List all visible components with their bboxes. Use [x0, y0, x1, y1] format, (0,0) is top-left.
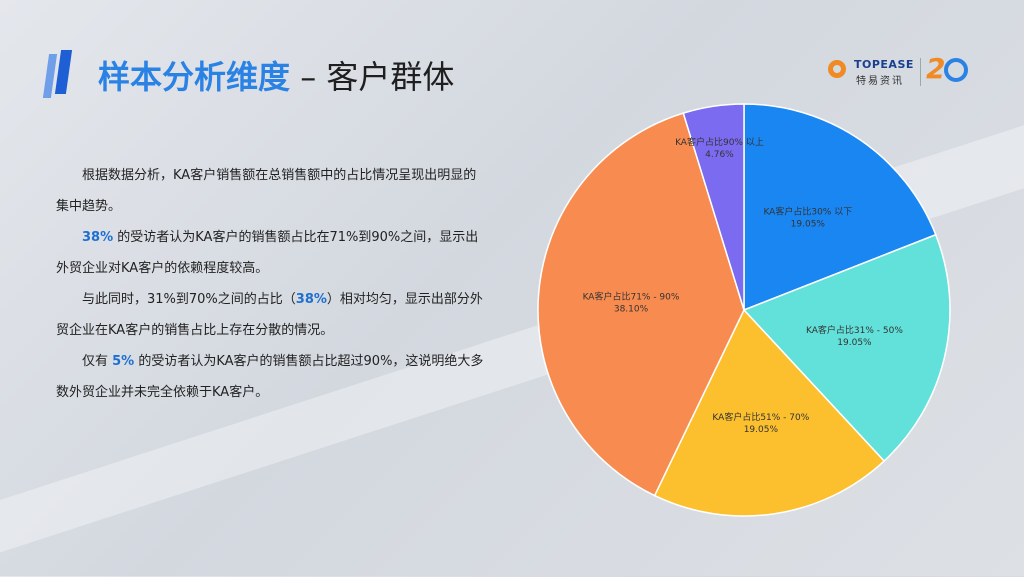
- pie-chart: KA客户占比30% 以下 19.05% KA客户占比31% - 50% 19.05% K…: [537, 103, 951, 517]
- slice-label: KA客户占比71% - 90%: [583, 291, 680, 303]
- paragraph-text: 仅有: [82, 354, 113, 369]
- slice-value-label: 38.10%: [614, 305, 649, 315]
- pie-slice: [537, 112, 745, 497]
- title-accent-bar: [42, 50, 73, 98]
- logo-brand: TOPEASE: [854, 58, 914, 71]
- paragraph: 仅有 5% 的受访者认为KA客户的销售额占比超过90%，这说明绝大多数外贸企业并…: [56, 346, 486, 408]
- paragraph-text: 的受访者认为KA客户的销售额占比在71%到90%之间，显示出外贸企业对KA客户的…: [56, 230, 479, 276]
- highlight-percentage: 5%: [112, 354, 135, 369]
- title-rest-text: – 客户群体: [290, 58, 455, 96]
- logo-anniversary: 2: [926, 52, 946, 85]
- slice-value-label: 4.76%: [705, 150, 734, 160]
- paragraph: 与此同时，31%到70%之间的占比（38%）相对均匀，显示出部分外贸企业在KA客…: [56, 284, 486, 346]
- paragraph: 38% 的受访者认为KA客户的销售额占比在71%到90%之间，显示出外贸企业对K…: [56, 222, 486, 284]
- pie-slice: [743, 103, 937, 312]
- paragraph-text: 与此同时，31%到70%之间的占比（: [82, 292, 296, 307]
- pie-slice: [653, 308, 886, 517]
- highlight-percentage: 38%: [82, 230, 114, 245]
- slice-value-label: 19.05%: [837, 338, 872, 348]
- slice-value-label: 19.05%: [744, 425, 779, 435]
- paragraph: 根据数据分析，KA客户销售额在总销售额中的占比情况呈现出明显的集中趋势。: [56, 160, 486, 222]
- logo-brand-cn: 特易资讯: [856, 76, 904, 87]
- analysis-text: 根据数据分析，KA客户销售额在总销售额中的占比情况呈现出明显的集中趋势。 38% …: [56, 160, 486, 408]
- company-logo: TOPEASE 特易资讯 2: [826, 52, 976, 90]
- slice-label: KA客户占比51% - 70%: [712, 411, 809, 423]
- pie-slice: [682, 103, 745, 311]
- title-accent-text: 样本分析维度: [98, 58, 291, 96]
- page-title: 样本分析维度 – 客户群体: [98, 52, 454, 98]
- logo-ring-icon: [828, 60, 846, 78]
- slice-label: KA客户占比90% 以上: [675, 136, 764, 148]
- slice-value-label: 19.05%: [791, 219, 826, 229]
- highlight-percentage: 38%: [295, 292, 327, 307]
- slice-label: KA客户占比30% 以下: [763, 205, 852, 217]
- pie-slice: [742, 233, 951, 463]
- logo-anniversary-ring-icon: [944, 58, 968, 82]
- paragraph-text: 的受访者认为KA客户的销售额占比超过90%，这说明绝大多数外贸企业并未完全依赖于…: [56, 354, 484, 400]
- paragraph-text: 根据数据分析，KA客户销售额在总销售额中的占比情况呈现出明显的集中趋势。: [56, 168, 477, 214]
- logo-divider: [920, 58, 921, 86]
- slice-label: KA客户占比31% - 50%: [806, 324, 903, 336]
- paragraph-text: ）相对均匀，显示出部分外贸企业在KA客户的销售占比上存在分散的情况。: [56, 292, 483, 338]
